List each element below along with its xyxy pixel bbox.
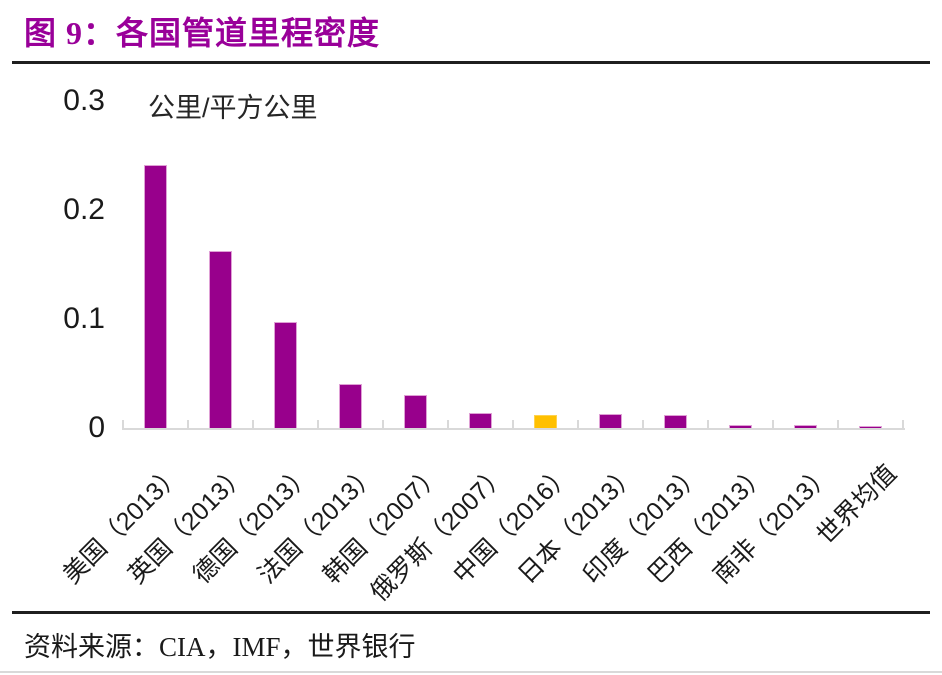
- x-tick-mark: [187, 420, 189, 430]
- x-tick-mark: [382, 420, 384, 430]
- x-tick-mark: [317, 420, 319, 430]
- y-tick-label: 0.1: [63, 302, 105, 335]
- figure-title: 图 9：各国管道里程密度: [24, 15, 381, 51]
- x-tick-mark: [577, 420, 579, 430]
- title-divider: [12, 61, 930, 64]
- x-tick-mark: [902, 420, 904, 430]
- x-tick-mark: [707, 420, 709, 430]
- bar-中国（2016）: [534, 415, 557, 429]
- x-tick-mark: [512, 420, 514, 430]
- x-tick-mark: [772, 420, 774, 430]
- x-tick-mark: [837, 420, 839, 430]
- bar-法国（2013）: [339, 384, 362, 429]
- x-tick-mark: [642, 420, 644, 430]
- bar-韩国（2007）: [404, 395, 427, 429]
- bar-印度（2013）: [664, 415, 687, 429]
- x-axis-line: [123, 428, 905, 430]
- x-tick-mark: [447, 420, 449, 430]
- source-note: 资料来源：CIA，IMF，世界银行: [24, 632, 416, 662]
- x-tick-mark: [252, 420, 254, 430]
- y-tick-label: 0.3: [63, 84, 105, 117]
- bar-日本（2013）: [599, 414, 622, 429]
- y-axis-unit-label: 公里/平方公里: [148, 93, 318, 123]
- bar-俄罗斯（2007）: [469, 413, 492, 429]
- page-bottom-border: [0, 671, 942, 673]
- x-tick-mark: [122, 420, 124, 430]
- source-divider: [12, 611, 930, 614]
- y-tick-label: 0: [88, 411, 105, 444]
- bar-美国（2013）: [144, 165, 167, 429]
- bar-德国（2013）: [274, 322, 297, 429]
- y-tick-label: 0.2: [63, 193, 105, 226]
- bar-英国（2013）: [209, 251, 232, 429]
